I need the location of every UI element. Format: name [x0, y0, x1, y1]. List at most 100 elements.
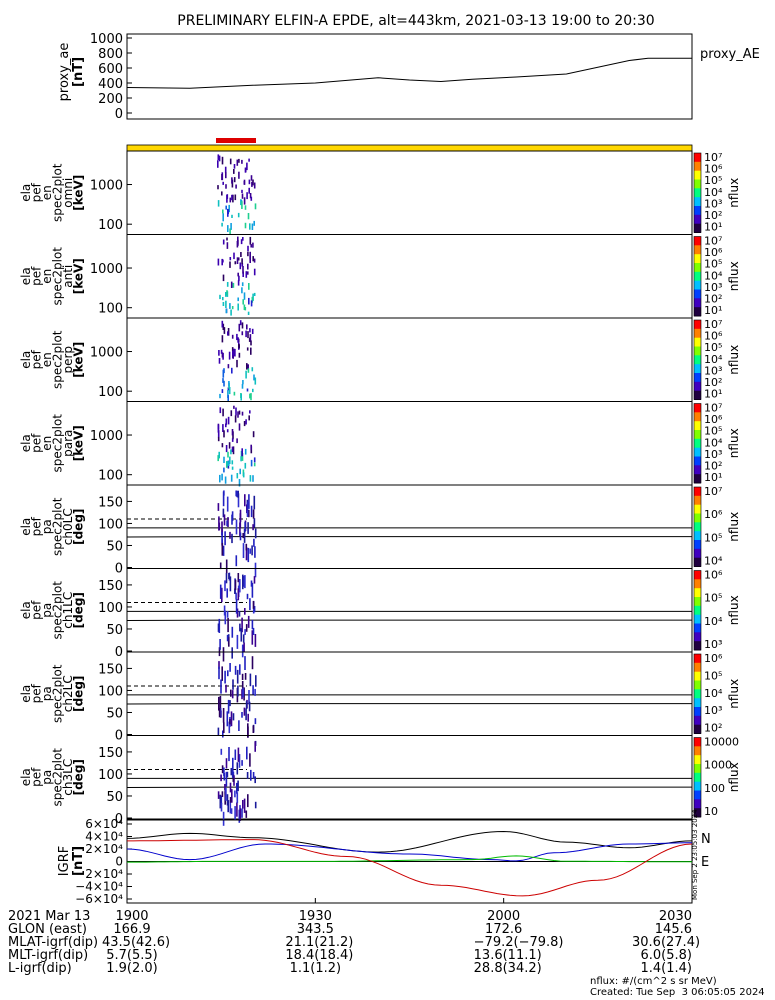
spectrogram-pixel: [233, 391, 236, 396]
colorbar-segment: [694, 614, 701, 624]
spectrogram-pixel: [235, 592, 237, 600]
spectrogram-pixel: [251, 328, 254, 334]
colorbar-tick-label: 10⁵: [704, 174, 722, 187]
spectrogram-pixel: [217, 430, 220, 438]
spectrogram-pixel: [231, 647, 233, 659]
spectrogram-pixel: [237, 280, 240, 286]
colorbar-tick-label: 10⁵: [704, 258, 722, 271]
panel-ytick-label: 50: [106, 706, 123, 721]
spectrogram-pixel: [237, 588, 240, 601]
panel-label: pef: [30, 182, 44, 202]
colorbar-segment: [694, 153, 701, 163]
spectrogram-pixel: [221, 258, 223, 266]
spectrogram-pixel: [222, 424, 224, 432]
ephemeris-row-label: 2021 Mar 13: [8, 909, 91, 924]
spectrogram-pixel: [235, 599, 238, 614]
spectrogram-pixel: [245, 271, 248, 278]
igrf-ytick-label: 4×10⁴: [85, 830, 123, 844]
spectrogram-pixel: [217, 424, 220, 433]
spectrogram-pixel: [237, 411, 239, 418]
spectrogram-pixel: [226, 711, 229, 727]
spectrogram-pixel: [247, 311, 250, 315]
colorbar-segment: [694, 245, 701, 255]
spectrogram-pixel: [222, 297, 224, 301]
spectrogram-pixel: [250, 196, 253, 201]
panel-label: pef: [30, 683, 44, 703]
colorbar-segment: [694, 764, 701, 774]
spectrogram-pixel: [225, 418, 228, 425]
spectrogram-pixel: [241, 263, 244, 267]
colorbar-segment: [694, 588, 701, 598]
spectrogram-pixel: [239, 579, 241, 593]
spectrogram-pixel: [222, 545, 225, 556]
spectrogram-pixel: [247, 368, 250, 373]
spectrogram-pixel: [237, 573, 240, 583]
spectrogram-pixel: [251, 582, 254, 598]
spectrogram-pixel: [228, 637, 230, 647]
spectrogram-pixel: [242, 543, 245, 558]
colorbar-segment: [694, 456, 701, 466]
spectrogram-pixel: [218, 516, 220, 531]
spectrogram-pixel: [251, 630, 254, 645]
panel-label: ela: [19, 601, 33, 619]
spectrogram-pixel: [249, 475, 252, 482]
colorbar-segment: [694, 597, 701, 607]
spectrogram-pixel: [243, 529, 246, 543]
spectrogram-pixel: [247, 245, 249, 252]
colorbar-segment: [694, 438, 701, 449]
colorbar: 10000 1000 100 10 nflux: [693, 736, 741, 818]
spectrogram-pixel: [244, 575, 246, 589]
spectrogram-pixel: [248, 701, 251, 712]
spectrogram-pixel: [220, 679, 222, 694]
proxy-ae-legend: proxy_AE: [700, 47, 760, 62]
spectrogram-pixel: [239, 262, 242, 270]
ephemeris-value: 1.4(1.4): [640, 961, 693, 976]
spectrogram-pixel: [231, 460, 234, 465]
spectrogram-pixel: [247, 522, 249, 534]
spectrogram-pixel: [251, 223, 254, 230]
pitch-angle-panel: elapefpaspec2plotch0LC[deg]15010050010⁷1…: [19, 484, 741, 578]
colorbar-tick-label: 10¹: [704, 388, 722, 401]
spectrogram-pixel: [222, 274, 225, 282]
panel-ytick-label: 0: [115, 729, 123, 744]
spectrogram-pixel: [221, 443, 224, 448]
colorbar-segment: [694, 707, 701, 717]
spectrogram-pixel: [244, 307, 247, 311]
spectrogram-pixel: [232, 446, 235, 455]
spectrogram-pixel: [218, 451, 220, 459]
spectrogram-pixel: [254, 528, 257, 539]
spectrogram-pixel: [253, 462, 256, 467]
spectrogram-pixel: [230, 689, 232, 697]
colorbar-segment: [694, 465, 701, 475]
spectrogram-pixel: [247, 364, 249, 369]
spectrogram-pixel: [228, 747, 230, 762]
spectrogram-pixel: [247, 713, 249, 722]
spectrogram-pixel: [238, 158, 240, 163]
spectrogram-pixel: [238, 323, 241, 332]
colorbar-segment: [694, 662, 701, 673]
spectrogram-pixel: [237, 780, 239, 792]
spectrogram-pixel: [231, 438, 234, 442]
spectrogram-pixel: [243, 798, 246, 813]
spectrogram-pixel: [224, 580, 226, 592]
ephemeris-row-label: MLAT-igrf(dip): [8, 935, 99, 950]
spectrogram-pixel: [225, 787, 227, 801]
spectrogram-pixel: [238, 275, 240, 282]
panel-label: pa: [40, 770, 54, 785]
colorbar-segment: [694, 557, 701, 567]
spectrogram-pixel: [227, 387, 230, 391]
spectrogram-pixel: [234, 415, 237, 423]
spectrogram-pixel: [251, 656, 254, 670]
igrf-ytick-label: 0: [115, 855, 123, 869]
panel-ytick-label: 100: [98, 469, 123, 484]
spectrogram-pixel: [245, 543, 248, 551]
spectrogram-pixel: [250, 459, 253, 467]
spectrogram-pixel: [247, 615, 250, 628]
spectrogram-pixel: [244, 521, 246, 532]
colorbar-segment: [694, 346, 701, 356]
spectrogram-pixel: [225, 172, 227, 179]
spectrogram-pixel: [219, 294, 221, 300]
spectrogram-pixel: [228, 351, 231, 360]
colorbar-tick-label: 10⁶: [704, 569, 723, 582]
